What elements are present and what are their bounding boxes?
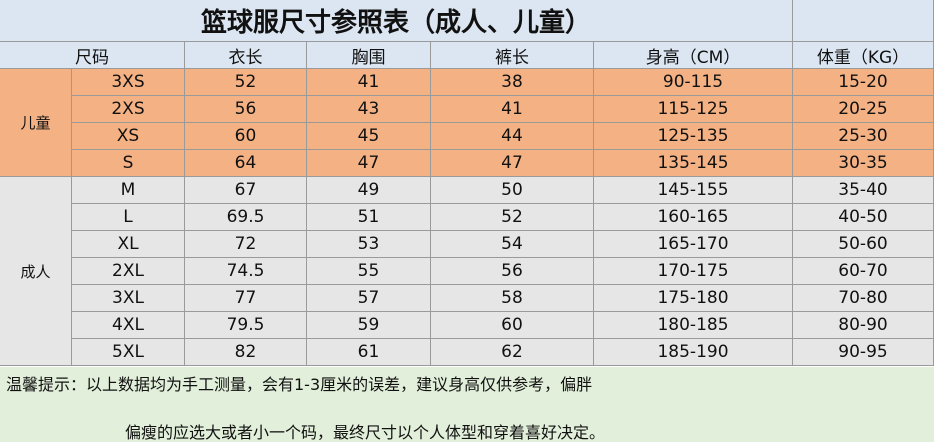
- value-cell: 59: [307, 312, 431, 339]
- value-cell: 49: [307, 177, 431, 204]
- note-line: 温馨提示：以上数据均为手工测量，会有1-3厘米的误差，建议身高仅供参考，偏胖: [6, 375, 593, 394]
- group-label: 儿童: [0, 69, 72, 177]
- value-cell: 41: [431, 96, 594, 123]
- value-cell: 45: [307, 123, 431, 150]
- value-cell: 82: [185, 339, 307, 366]
- header-cell: 胸围: [307, 42, 431, 69]
- value-cell: 67: [185, 177, 307, 204]
- size-cell: L: [72, 204, 185, 231]
- value-cell: 50-60: [793, 231, 934, 258]
- value-cell: 20-25: [793, 96, 934, 123]
- size-cell: M: [72, 177, 185, 204]
- empty-cell: [793, 0, 934, 42]
- value-cell: 25-30: [793, 123, 934, 150]
- value-cell: 69.5: [185, 204, 307, 231]
- size-cell: 4XL: [72, 312, 185, 339]
- value-cell: 50: [431, 177, 594, 204]
- value-cell: 180-185: [594, 312, 793, 339]
- value-cell: 43: [307, 96, 431, 123]
- value-cell: 72: [185, 231, 307, 258]
- size-cell: 2XS: [72, 96, 185, 123]
- value-cell: 58: [431, 285, 594, 312]
- value-cell: 40-50: [793, 204, 934, 231]
- value-cell: 74.5: [185, 258, 307, 285]
- header-cell: 尺码: [0, 42, 185, 69]
- size-cell: 3XL: [72, 285, 185, 312]
- value-cell: 47: [431, 150, 594, 177]
- note-line: 偏瘦的应选大或者小一个码，最终尺寸以个人体型和穿着喜好决定。: [125, 423, 606, 442]
- value-cell: 38: [431, 69, 594, 96]
- value-cell: 175-180: [594, 285, 793, 312]
- size-cell: 2XL: [72, 258, 185, 285]
- value-cell: 145-155: [594, 177, 793, 204]
- value-cell: 64: [185, 150, 307, 177]
- value-cell: 53: [307, 231, 431, 258]
- header-cell: 裤长: [431, 42, 594, 69]
- value-cell: 135-145: [594, 150, 793, 177]
- value-cell: 70-80: [793, 285, 934, 312]
- note: 温馨提示：以上数据均为手工测量，会有1-3厘米的误差，建议身高仅供参考，偏胖 偏…: [0, 367, 934, 442]
- value-cell: 79.5: [185, 312, 307, 339]
- value-cell: 61: [307, 339, 431, 366]
- value-cell: 35-40: [793, 177, 934, 204]
- value-cell: 165-170: [594, 231, 793, 258]
- header-cell: 衣长: [185, 42, 307, 69]
- value-cell: 15-20: [793, 69, 934, 96]
- value-cell: 160-165: [594, 204, 793, 231]
- value-cell: 170-175: [594, 258, 793, 285]
- size-cell: S: [72, 150, 185, 177]
- size-cell: 3XS: [72, 69, 185, 96]
- value-cell: 56: [185, 96, 307, 123]
- value-cell: 57: [307, 285, 431, 312]
- value-cell: 60: [431, 312, 594, 339]
- header-cell: 体重（KG）: [793, 42, 934, 69]
- title: 篮球服尺寸参照表（成人、儿童）: [0, 0, 793, 42]
- value-cell: 30-35: [793, 150, 934, 177]
- value-cell: 55: [307, 258, 431, 285]
- size-cell: XS: [72, 123, 185, 150]
- value-cell: 47: [307, 150, 431, 177]
- value-cell: 52: [185, 69, 307, 96]
- value-cell: 115-125: [594, 96, 793, 123]
- size-cell: 5XL: [72, 339, 185, 366]
- value-cell: 54: [431, 231, 594, 258]
- value-cell: 41: [307, 69, 431, 96]
- header-cell: 身高（CM）: [594, 42, 793, 69]
- size-cell: XL: [72, 231, 185, 258]
- value-cell: 80-90: [793, 312, 934, 339]
- value-cell: 77: [185, 285, 307, 312]
- value-cell: 90-115: [594, 69, 793, 96]
- value-cell: 60: [185, 123, 307, 150]
- value-cell: 90-95: [793, 339, 934, 366]
- value-cell: 51: [307, 204, 431, 231]
- value-cell: 44: [431, 123, 594, 150]
- value-cell: 52: [431, 204, 594, 231]
- value-cell: 60-70: [793, 258, 934, 285]
- value-cell: 125-135: [594, 123, 793, 150]
- value-cell: 185-190: [594, 339, 793, 366]
- value-cell: 62: [431, 339, 594, 366]
- value-cell: 56: [431, 258, 594, 285]
- group-label: 成人: [0, 177, 72, 366]
